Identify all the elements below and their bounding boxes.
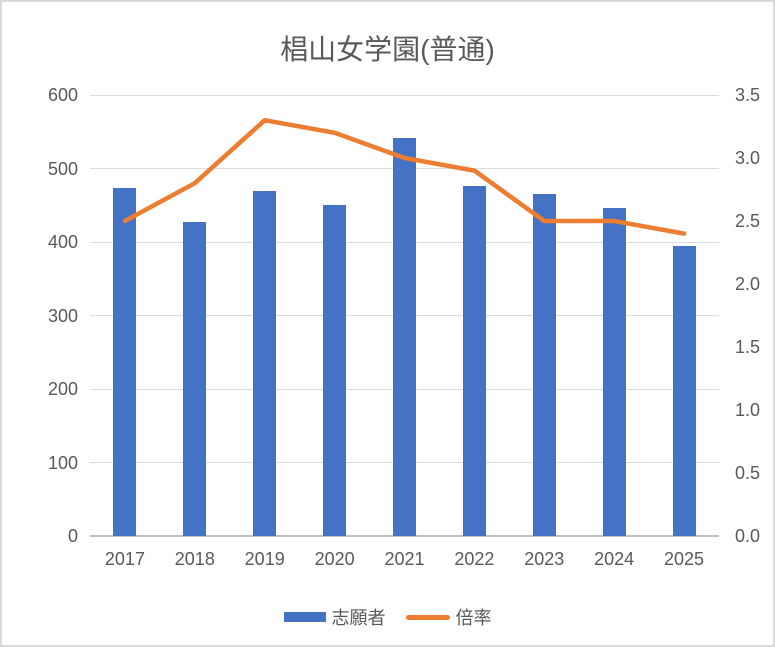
y-right-tick-0.5: 0.5 xyxy=(735,463,761,483)
x-tick-2024: 2024 xyxy=(594,549,635,569)
legend: 志願者 倍率 xyxy=(2,604,773,630)
bar-2021 xyxy=(393,138,416,536)
x-tick-2019: 2019 xyxy=(244,549,285,569)
y-left-tick-300: 300 xyxy=(47,305,78,326)
bar-2024 xyxy=(602,208,626,536)
bar-swatch-icon xyxy=(283,612,326,622)
bar-2023 xyxy=(532,193,556,536)
x-tick-2023: 2023 xyxy=(524,549,565,569)
x-axis-line xyxy=(90,535,719,537)
y-left-tick-0: 0 xyxy=(67,526,78,546)
plot-area xyxy=(90,94,719,537)
y-left-tick-200: 200 xyxy=(47,379,78,399)
x-tick-2021: 2021 xyxy=(384,549,425,569)
ratio-line xyxy=(122,117,687,236)
legend-item-applicants: 志願者 xyxy=(283,604,386,630)
y-right-tick-3.0: 3.0 xyxy=(735,148,761,168)
x-tick-2017: 2017 xyxy=(104,549,145,569)
x-tick-2020: 2020 xyxy=(314,549,355,569)
bar-2020 xyxy=(323,205,347,536)
bar-2017 xyxy=(113,188,137,536)
y-left-tick-100: 100 xyxy=(47,452,78,473)
y-right-tick-2.5: 2.5 xyxy=(735,211,761,231)
y-left-tick-600: 600 xyxy=(47,85,78,105)
legend-item-ratio: 倍率 xyxy=(405,604,492,630)
y-right-tick-3.5: 3.5 xyxy=(735,85,761,105)
y-right-tick-1.5: 1.5 xyxy=(735,337,761,357)
bar-2025 xyxy=(672,246,696,536)
gridline xyxy=(90,94,719,96)
y-left-tick-400: 400 xyxy=(47,232,78,252)
bar-2018 xyxy=(183,222,207,536)
x-tick-2018: 2018 xyxy=(174,549,215,569)
y-right-tick-2.0: 2.0 xyxy=(735,274,761,294)
line-swatch-icon xyxy=(405,614,450,620)
y-right-tick-0.0: 0.0 xyxy=(735,526,761,546)
bar-2019 xyxy=(253,191,277,536)
x-tick-2022: 2022 xyxy=(454,549,495,569)
line-series xyxy=(122,117,687,236)
legend-label-ratio: 倍率 xyxy=(455,608,492,628)
chart-title: 椙山女学園(普通) xyxy=(280,34,495,65)
y-right-tick-1.0: 1.0 xyxy=(735,400,761,420)
x-tick-2025: 2025 xyxy=(664,549,705,569)
bar-2022 xyxy=(462,186,486,536)
y-left-tick-500: 500 xyxy=(47,158,78,179)
legend-label-applicants: 志願者 xyxy=(331,608,386,628)
